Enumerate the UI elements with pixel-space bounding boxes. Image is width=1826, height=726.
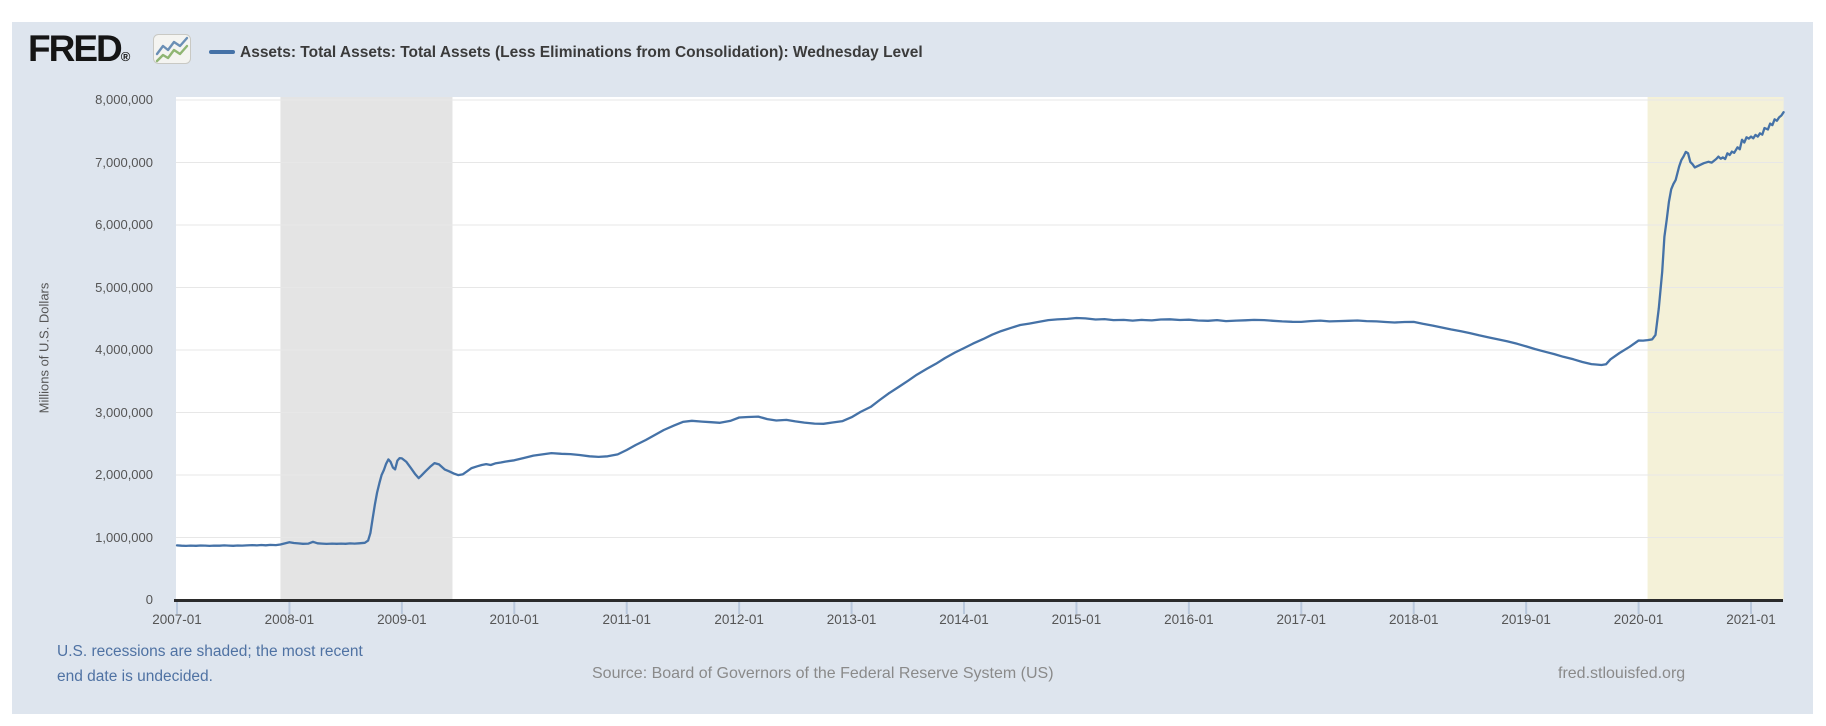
fred-sparkline-icon xyxy=(153,34,191,64)
y-tick-label: 1,000,000 xyxy=(95,529,153,545)
series-line[interactable] xyxy=(175,111,1785,548)
y-axis-title: Millions of U.S. Dollars xyxy=(36,282,52,414)
x-axis-line xyxy=(174,599,1783,602)
recession-2007-2009 xyxy=(280,97,453,600)
x-tick-label: 2015-01 xyxy=(1051,612,1102,627)
y-tick-label: 4,000,000 xyxy=(95,342,153,357)
x-tick-label: 2012-01 xyxy=(714,612,764,627)
site-link[interactable]: fred.stlouisfed.org xyxy=(1558,665,1686,682)
x-tick-label: 2021-01 xyxy=(1726,612,1776,627)
y-tick-label: 7,000,000 xyxy=(95,154,153,170)
y-tick-label: 2,000,000 xyxy=(95,467,153,482)
x-tick-label: 2018-01 xyxy=(1388,612,1439,627)
fred-logo[interactable]: FRED® xyxy=(28,28,131,75)
recession-note-line2: end date is undecided. xyxy=(57,668,213,685)
y-tick-label: 3,000,000 xyxy=(95,404,153,420)
x-tick-label: 2013-01 xyxy=(826,612,877,627)
x-tick-label: 2020-01 xyxy=(1613,612,1664,627)
y-tick-label: 8,000,000 xyxy=(95,92,153,107)
x-tick-label: 2009-01 xyxy=(377,612,427,627)
fred-logo-text: FRED xyxy=(28,28,123,69)
legend-line-swatch xyxy=(209,50,235,54)
x-tick-label: 2017-01 xyxy=(1276,612,1327,627)
recession-2020-undecided xyxy=(1647,97,1784,600)
source-text: Source: Board of Governors of the Federa… xyxy=(592,665,1054,682)
legend-series-label[interactable]: Assets: Total Assets: Total Assets (Less… xyxy=(240,44,923,61)
y-tick-label: 5,000,000 xyxy=(95,279,153,295)
x-tick-label: 2007-01 xyxy=(152,612,202,627)
recession-note-line1: U.S. recessions are shaded; the most rec… xyxy=(57,643,363,660)
x-tick-label: 2011-01 xyxy=(602,612,651,627)
x-tick-label: 2014-01 xyxy=(939,612,989,627)
y-tick-label: 6,000,000 xyxy=(95,217,153,232)
x-tick-label: 2019-01 xyxy=(1501,612,1551,627)
x-tick-label: 2008-01 xyxy=(264,612,315,627)
x-tick-label: 2010-01 xyxy=(489,612,540,627)
y-tick-label: 0 xyxy=(145,592,153,607)
fred-trademark-mark: ® xyxy=(120,49,131,64)
recession-note: U.S. recessions are shaded; the most rec… xyxy=(57,639,363,689)
x-tick-label: 2016-01 xyxy=(1164,612,1214,627)
